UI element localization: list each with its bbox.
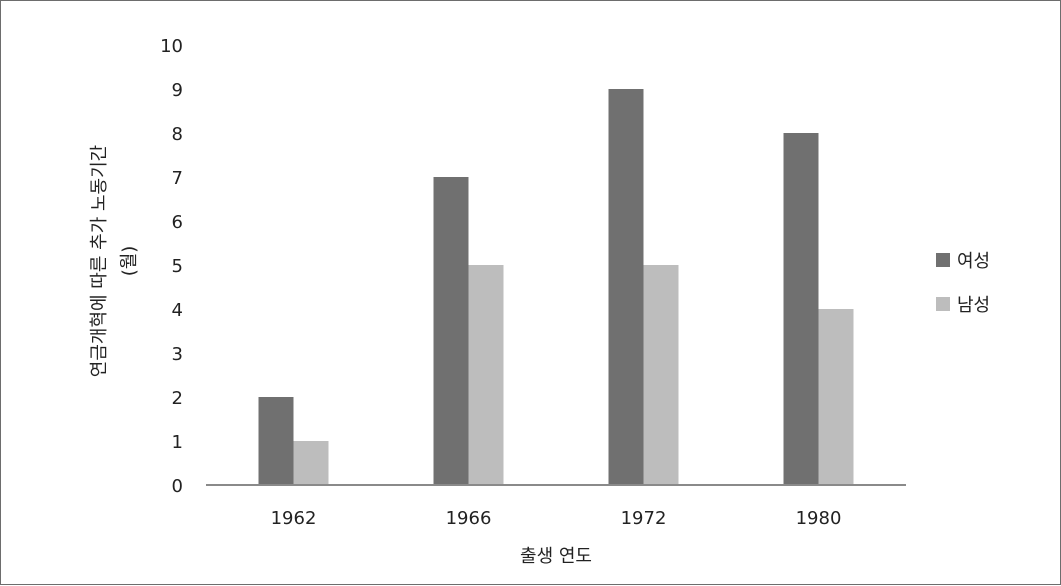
y-tick-label: 5 — [172, 256, 183, 277]
y-tick-label: 8 — [172, 124, 183, 145]
y-axis-title-line-1: 연금개혁에 따른 추가 노동기간 — [89, 145, 110, 377]
bar-series-1-1980 — [783, 133, 819, 485]
legend-label: 남성 — [957, 295, 990, 316]
legend-label: 여성 — [957, 251, 990, 272]
bar-series-2-1962 — [293, 441, 329, 485]
y-tick-label: 4 — [172, 300, 183, 321]
y-tick-label: 0 — [172, 476, 183, 497]
x-tick-label: 1980 — [796, 508, 842, 529]
x-axis-ticks: 1962 1966 1972 1980 — [271, 508, 842, 529]
y-tick-label: 9 — [172, 80, 183, 101]
y-tick-label: 6 — [172, 212, 183, 233]
bar-series-2-1980 — [818, 309, 854, 485]
bar-series-1-1966 — [433, 177, 469, 485]
bars — [258, 89, 854, 485]
y-tick-label: 3 — [172, 344, 183, 365]
x-tick-label: 1972 — [621, 508, 667, 529]
y-tick-label: 10 — [160, 36, 183, 57]
y-tick-label: 7 — [172, 168, 183, 189]
x-tick-label: 1966 — [446, 508, 492, 529]
y-axis-title-line-2: (월) — [119, 246, 140, 277]
y-tick-label: 1 — [172, 432, 183, 453]
y-axis-ticks: 0 1 2 3 4 5 6 7 8 9 10 — [160, 36, 183, 497]
bar-series-1-1962 — [258, 397, 294, 485]
bar-series-2-1966 — [468, 265, 504, 485]
bar-series-1-1972 — [608, 89, 644, 485]
x-tick-label: 1962 — [271, 508, 317, 529]
bar-series-2-1972 — [643, 265, 679, 485]
legend-swatch — [936, 297, 950, 311]
y-tick-label: 2 — [172, 388, 183, 409]
legend-swatch — [936, 253, 950, 267]
x-axis-title: 출생 연도 — [520, 546, 592, 567]
